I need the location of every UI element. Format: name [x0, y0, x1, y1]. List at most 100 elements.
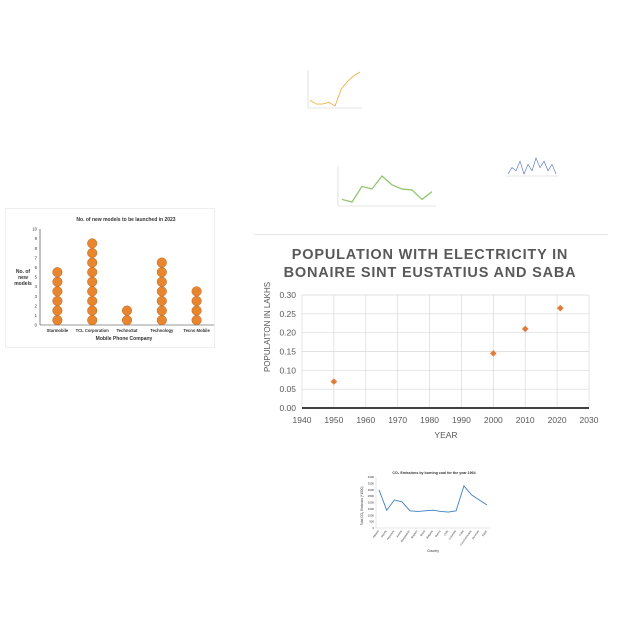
co2-xtick-label: Cuba — [458, 529, 465, 537]
population-xticks: 1940 1950 1960 1970 1980 1990 2000 2010 2020 2030 — [293, 415, 599, 425]
mini-orange-line — [309, 71, 361, 107]
co2-xtick-label: Algeria — [380, 529, 388, 538]
co2-xtick-label: Argentina — [386, 529, 396, 541]
co2-xtick-label: Burma — [434, 529, 442, 538]
mini-orange-plot — [309, 71, 361, 107]
new-models-dot — [191, 295, 202, 306]
new-models-yticks: 0 1 2 3 4 5 6 7 8 9 10 — [32, 227, 37, 328]
population-xtick-label: 1950 — [324, 415, 343, 425]
co2-xtick-label: Bangladesh — [400, 529, 411, 543]
population-grid — [301, 294, 590, 409]
new-models-ytick-label: 5 — [35, 275, 38, 280]
co2-ytick-label: 2000 — [368, 501, 375, 505]
population-xtick-label: 1960 — [356, 415, 375, 425]
new-models-dot — [87, 295, 98, 306]
population-xtick-label: 2000 — [484, 415, 503, 425]
mini-green-plot — [341, 175, 433, 203]
population-xtick-label: 1990 — [452, 415, 471, 425]
new-models-dot — [52, 305, 63, 316]
co2-ytick-label: 3500 — [368, 481, 375, 485]
new-models-dot — [156, 276, 167, 287]
population-point — [557, 304, 564, 312]
new-models-dot — [156, 315, 167, 326]
population-xtick-label: 1980 — [420, 415, 439, 425]
new-models-dot — [87, 286, 98, 297]
new-models-ytick-label: 3 — [35, 294, 38, 299]
new-models-ytick-label: 10 — [32, 227, 37, 232]
new-models-dot — [87, 248, 98, 259]
population-title-line2: BONAIRE SINT EUSTATIUS AND SABA — [284, 265, 577, 281]
mini-blue-chart — [502, 150, 560, 188]
new-models-chart: No. of new models to be launched in 2023… — [5, 208, 215, 348]
new-models-title: No. of new models to be launched in 2023 — [76, 217, 175, 223]
population-svg: POPULATION WITH ELECTRICITY IN BONAIRE S… — [263, 247, 599, 440]
population-point — [330, 378, 338, 385]
new-models-dot — [52, 267, 63, 278]
new-models-ytick-label: 1 — [35, 313, 38, 318]
new-models-ytick-label: 9 — [35, 236, 38, 241]
mini-blue-line — [507, 157, 557, 175]
co2-ytick-label: 2500 — [368, 494, 375, 498]
new-models-ytick-label: 4 — [35, 284, 38, 289]
new-models-xtick-label: TCL Corporation — [76, 328, 110, 333]
co2-title: CO₂ Emissions by burning coal for the ye… — [392, 471, 475, 475]
new-models-dot — [156, 257, 167, 268]
new-models-dot — [87, 315, 98, 326]
co2-ytick-label: 500 — [369, 520, 374, 524]
population-point — [521, 325, 529, 333]
co2-xtick-label: Denmark — [471, 529, 481, 540]
new-models-xtick-label: TechnoSat — [116, 328, 138, 333]
population-xtick-label: 1940 — [293, 415, 312, 425]
new-models-dot — [87, 257, 98, 268]
new-models-dot — [52, 295, 63, 306]
new-models-ylabel-line2: new — [18, 275, 28, 281]
co2-ytick-label: 3000 — [368, 488, 375, 492]
new-models-dot — [156, 286, 167, 297]
population-ylabel: POPULAITON IN LAKHS — [263, 282, 272, 372]
new-models-ylabel-line3: models — [14, 281, 32, 287]
new-models-xtick-label: Tecno Mobile — [183, 328, 210, 333]
new-models-dot — [156, 295, 167, 306]
population-ytick-label: 0.10 — [279, 365, 296, 375]
co2-ylabel: Total CO₂ Emission (*1000) — [360, 487, 364, 526]
new-models-ytick-label: 7 — [35, 255, 38, 260]
co2-xtick-label: Albania — [372, 529, 381, 539]
new-models-dot — [156, 267, 167, 278]
new-models-dot — [87, 305, 98, 316]
mini-blue-chart-svg — [506, 157, 558, 177]
new-models-xtick-label: Starmobile — [47, 328, 69, 333]
new-models-xticks: Starmobile TCL Corporation TechnoSat Techno… — [47, 328, 211, 333]
population-xtick-label: 1970 — [388, 415, 407, 425]
co2-line-group — [378, 484, 488, 513]
new-models-ytick-label: 6 — [35, 265, 38, 270]
population-xtick-label: 2030 — [580, 415, 599, 425]
co2-xtick-label: Bulgaria — [425, 529, 434, 540]
new-models-dot — [156, 305, 167, 316]
mini-orange-chart — [300, 64, 366, 114]
new-models-dot — [52, 315, 63, 326]
new-models-dot — [191, 305, 202, 316]
population-chart: POPULATION WITH ELECTRICITY IN BONAIRE S… — [254, 234, 608, 441]
mini-orange-chart-svg — [307, 70, 362, 109]
co2-xtick-label: Chile — [443, 529, 450, 537]
co2-svg: CO₂ Emissions by burning coal for the ye… — [360, 471, 490, 553]
new-models-dot — [191, 315, 202, 326]
mini-blue-plot — [507, 157, 557, 175]
new-models-svg: No. of new models to be launched in 2023… — [14, 217, 214, 342]
population-xtick-label: 2010 — [516, 415, 535, 425]
new-models-dot — [52, 286, 63, 297]
new-models-ytick-label: 8 — [35, 246, 38, 251]
new-models-ytick-label: 2 — [35, 303, 38, 308]
population-ytick-label: 0.30 — [279, 290, 296, 300]
new-models-dot — [87, 267, 98, 278]
co2-xtick-label: Brazil — [419, 529, 426, 537]
co2-xtick-label: Colombia — [447, 529, 457, 541]
new-models-ylabel: No. of new models — [14, 269, 32, 287]
co2-line — [378, 484, 488, 513]
population-ytick-label: 0.00 — [279, 403, 296, 413]
new-models-dot — [87, 238, 98, 249]
population-ytick-label: 0.25 — [279, 309, 296, 319]
new-models-dot — [87, 276, 98, 287]
mini-green-chart — [318, 154, 440, 236]
population-xlabel: YEAR — [434, 430, 457, 440]
